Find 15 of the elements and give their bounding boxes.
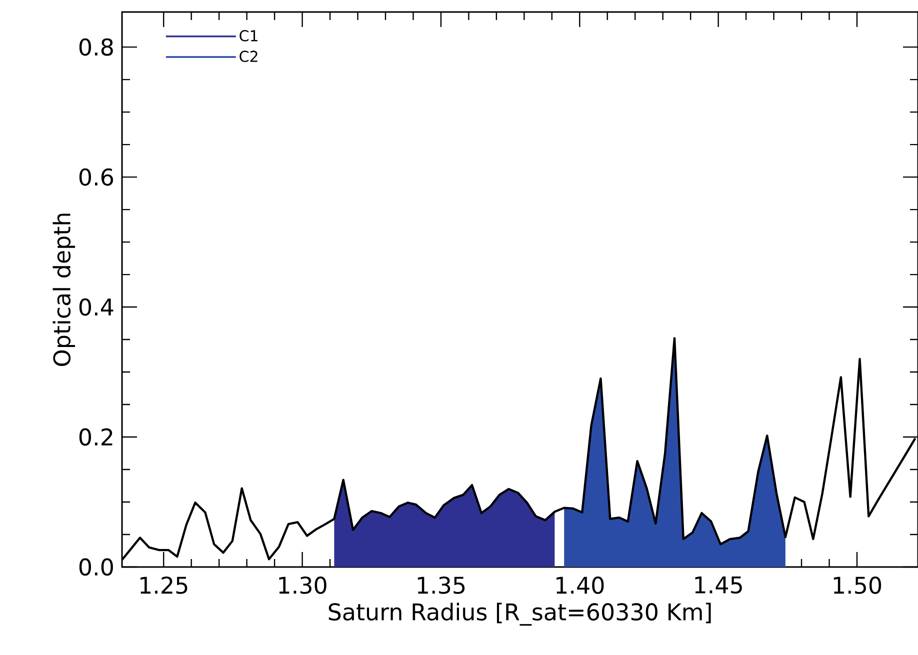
y-tick-label: 0.8 [79, 38, 113, 56]
y-axis-title: Optical depth [52, 214, 76, 366]
x-axis-title: Saturn Radius [R_sat=60330 Km] [328, 602, 711, 626]
x-tick-label: 1.25 [140, 576, 188, 594]
y-tick-label: 0.4 [79, 298, 114, 316]
x-tick-label: 1.45 [695, 576, 742, 594]
legend-label: C2 [240, 50, 258, 62]
y-tick-label: 0.2 [79, 428, 112, 446]
y-tick-label: 0.0 [79, 558, 113, 576]
x-tick-label: 1.35 [418, 576, 465, 594]
x-tick-label: 1.50 [834, 576, 882, 594]
y-tick-label: 0.6 [79, 168, 114, 186]
x-tick-label: 1.40 [556, 576, 604, 594]
legend-label: C1 [240, 30, 258, 42]
x-tick-label: 1.30 [279, 576, 326, 594]
